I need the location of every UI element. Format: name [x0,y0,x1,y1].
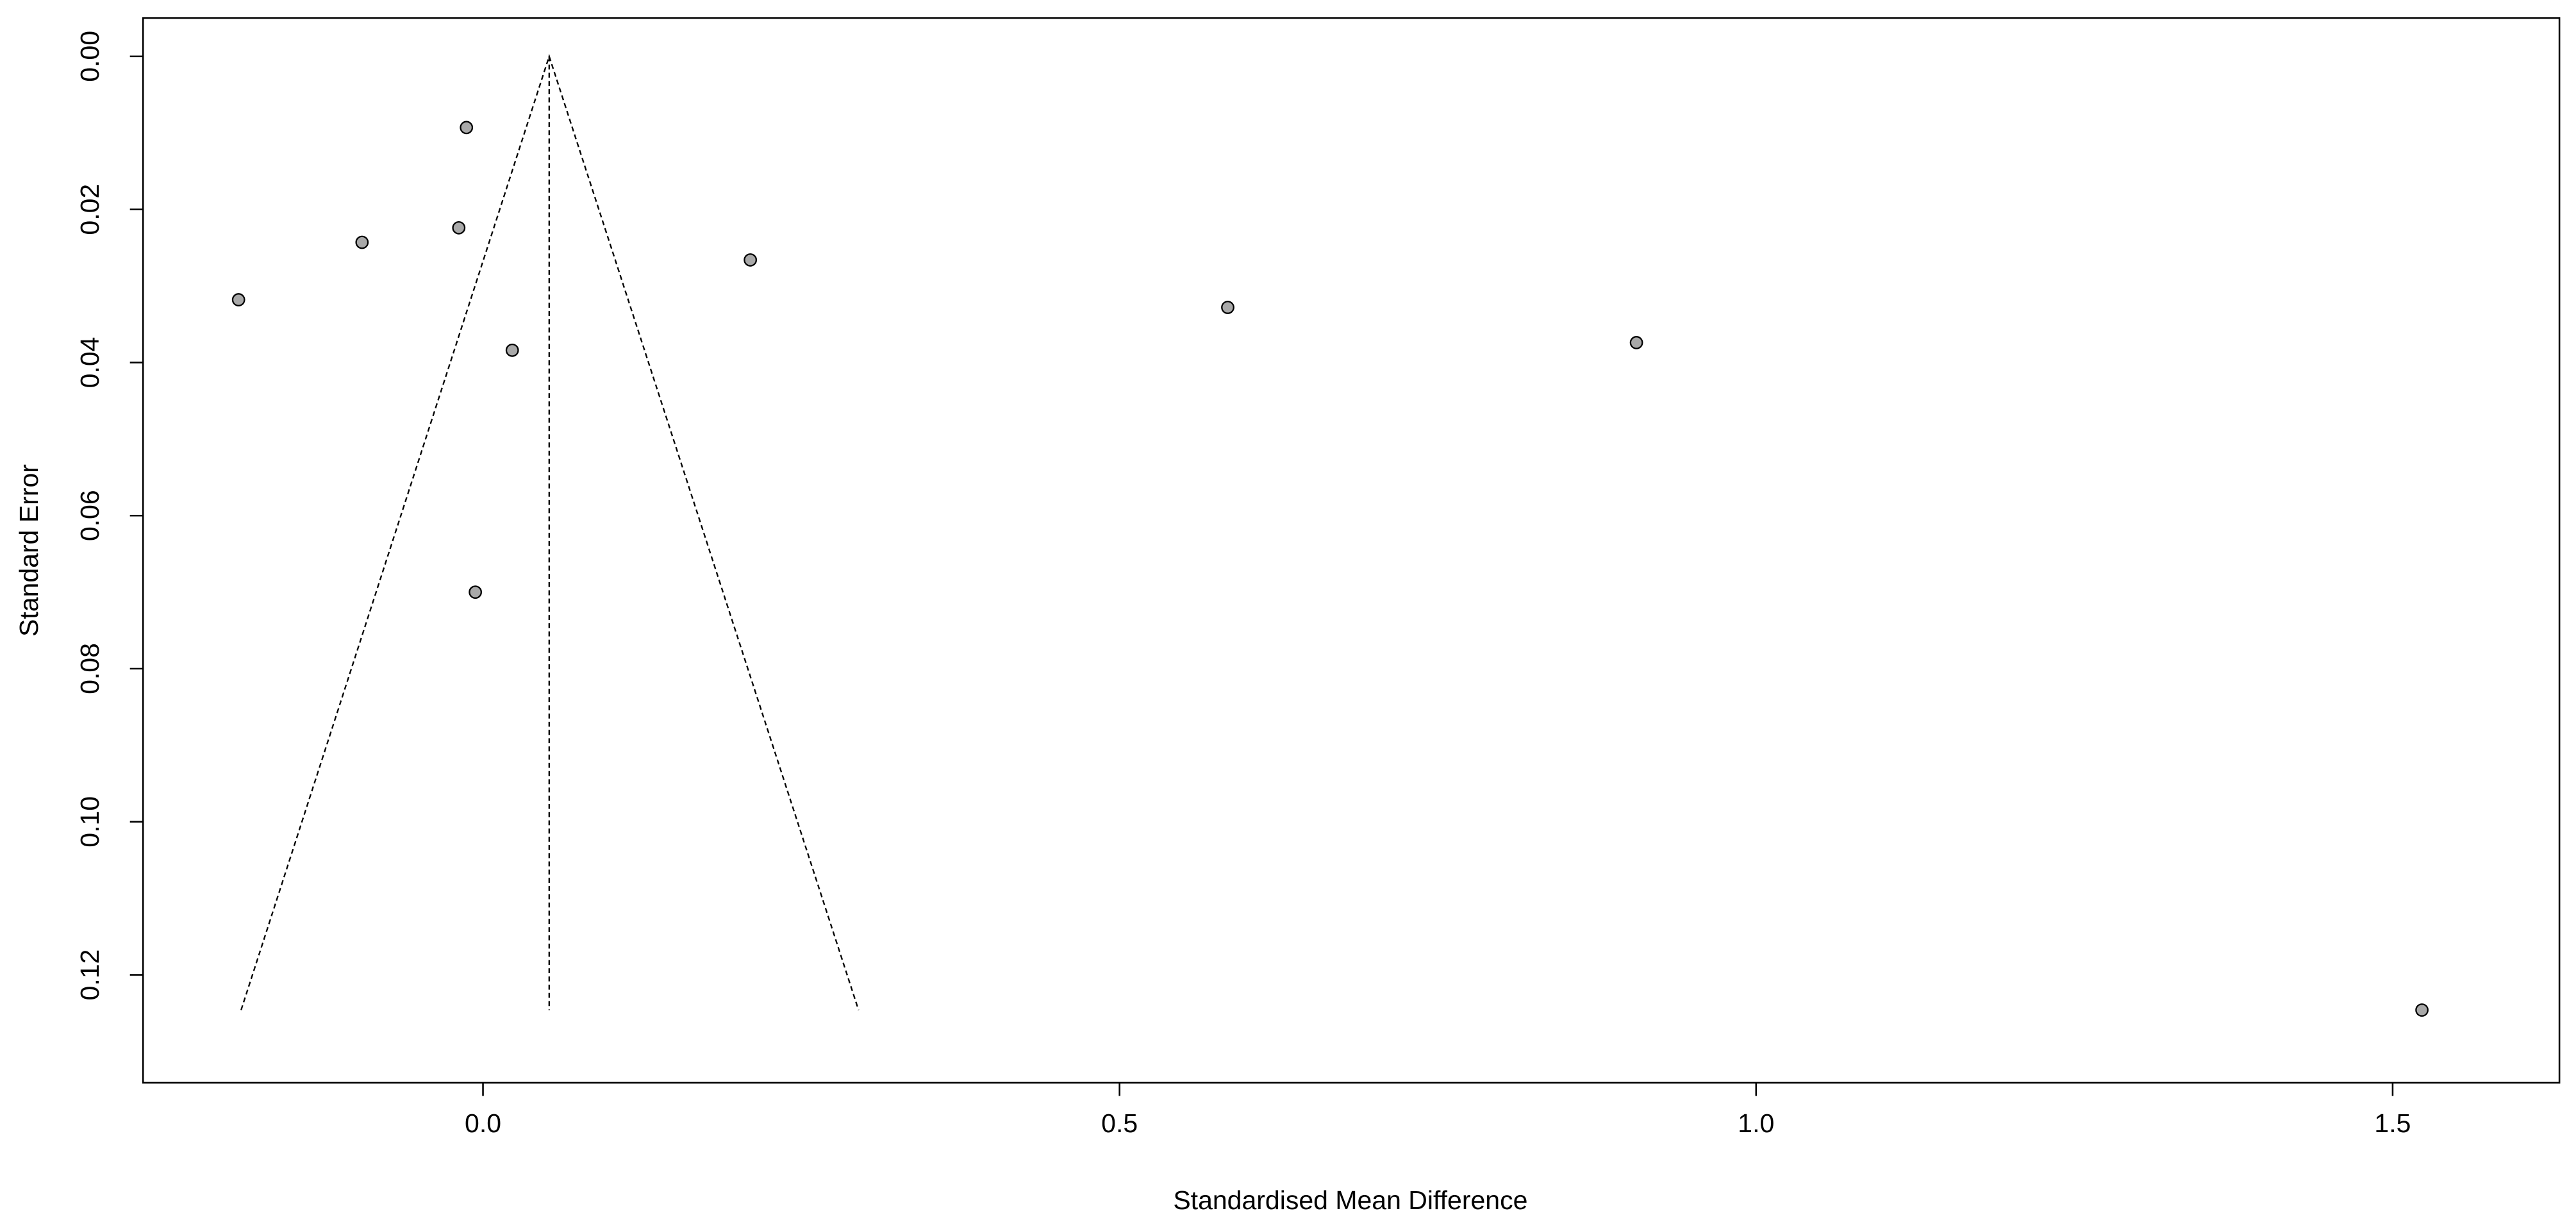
plot-frame [142,17,2561,1084]
y-axis-label: Standard Error [14,464,44,637]
x-tick-label: 0.0 [465,1108,501,1138]
y-tick-label: 0.02 [75,184,104,235]
point [2415,1003,2429,1017]
y-tick-label: 0.00 [75,31,104,82]
point [1629,336,1643,349]
point [1221,301,1234,314]
y-tick-label: 0.08 [75,643,104,694]
point [355,235,369,249]
point [460,121,474,135]
point [452,221,466,235]
x-tick-label: 1.5 [2374,1108,2411,1138]
x-axis-label: Standardised Mean Difference [1173,1185,1527,1215]
point [744,253,758,267]
x-tick-label: 1.0 [1738,1108,1774,1138]
y-tick-label: 0.12 [75,949,104,1001]
x-tick-label: 0.5 [1101,1108,1138,1138]
point [505,343,519,357]
y-tick-label: 0.06 [75,490,104,541]
point [231,293,245,306]
point [469,585,482,599]
y-tick-label: 0.10 [75,796,104,848]
y-tick-label: 0.04 [75,337,104,389]
